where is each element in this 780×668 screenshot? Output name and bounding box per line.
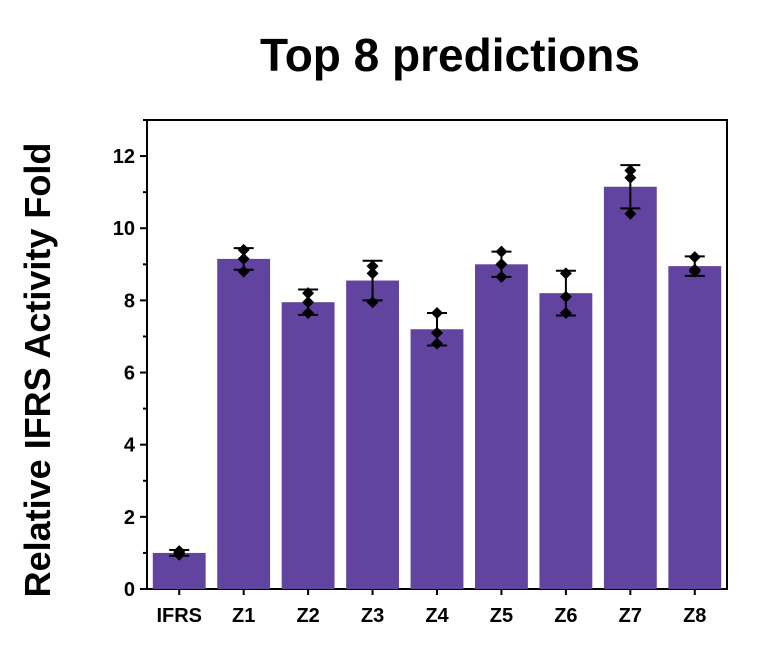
data-point	[559, 290, 572, 303]
bar-z1	[217, 258, 271, 589]
x-tick-label: Z8	[683, 605, 706, 627]
data-point	[366, 260, 379, 273]
data-point	[302, 307, 315, 320]
y-tick-label: 6	[124, 363, 135, 385]
data-point	[495, 245, 508, 258]
data-point	[559, 307, 572, 320]
data-point	[302, 296, 315, 309]
x-tick-label: Z3	[361, 605, 384, 627]
data-point	[495, 270, 508, 283]
data-point	[624, 171, 637, 184]
y-tick-label: 12	[113, 146, 135, 168]
data-point	[688, 251, 701, 264]
chart-title: Top 8 predictions	[260, 29, 640, 81]
data-point	[495, 258, 508, 271]
bar-z3	[346, 280, 399, 589]
y-tick-label: 8	[124, 290, 135, 312]
data-point	[237, 243, 250, 256]
y-tick-label: 0	[124, 579, 135, 601]
data-point	[688, 263, 701, 276]
data-point	[366, 296, 379, 309]
bar-z6	[539, 293, 593, 589]
bar-z4	[410, 329, 464, 589]
y-tick-label: 2	[124, 507, 135, 529]
data-point	[237, 265, 250, 278]
bar-z7	[603, 186, 657, 589]
data-point	[173, 545, 186, 558]
x-tick-label: Z7	[619, 605, 642, 627]
data-point	[624, 164, 637, 177]
data-point	[431, 307, 443, 320]
x-tick-label: Z5	[490, 605, 513, 627]
y-tick-label: 10	[113, 218, 135, 240]
bar-z5	[475, 264, 528, 589]
data-point	[431, 337, 443, 350]
data-point	[302, 287, 315, 300]
data-point	[559, 267, 572, 280]
data-point	[431, 326, 443, 339]
y-tick-label: 4	[124, 435, 136, 457]
x-tick-label: Z6	[554, 605, 577, 627]
bar-z2	[281, 302, 335, 589]
data-point	[624, 207, 637, 220]
data-point	[366, 267, 379, 280]
x-tick-label: Z1	[232, 605, 255, 627]
x-tick-label: Z2	[296, 605, 319, 627]
x-tick-label: Z4	[425, 605, 449, 627]
bar-z8	[668, 266, 722, 589]
data-point	[237, 252, 250, 265]
x-tick-label: IFRS	[156, 605, 202, 627]
